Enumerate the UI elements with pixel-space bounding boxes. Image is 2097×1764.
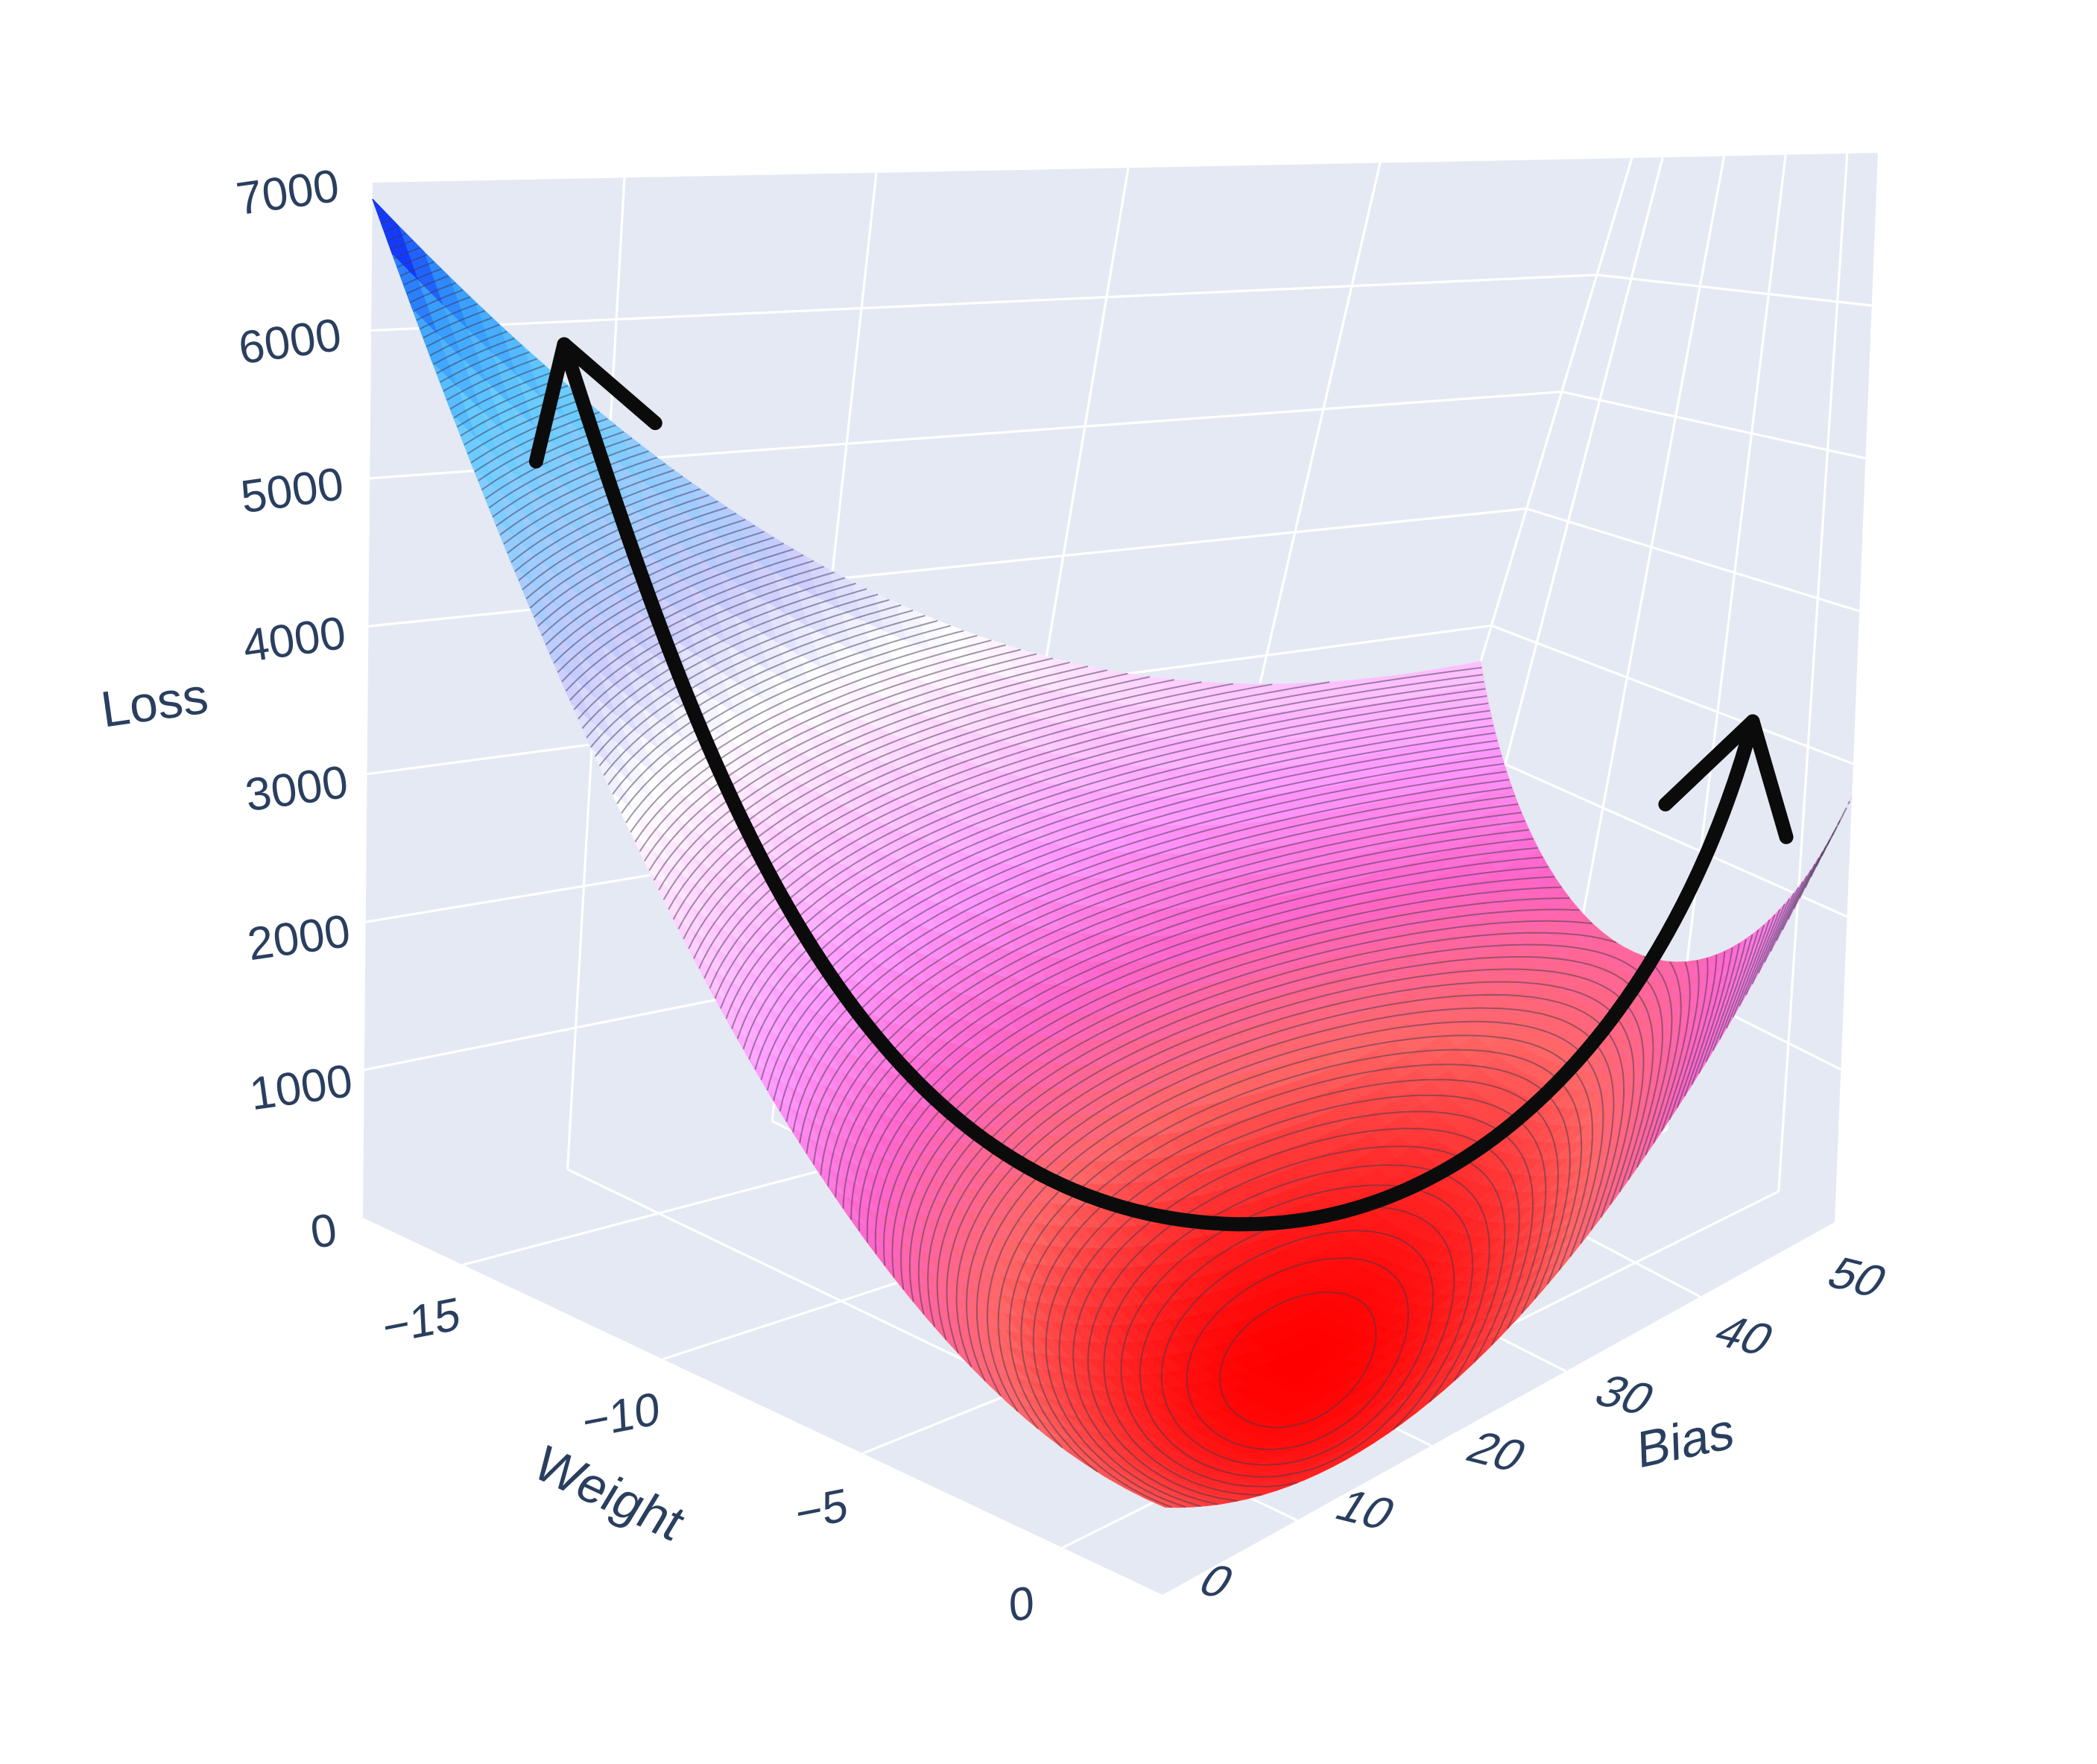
loss-tick-2000: 2000 bbox=[244, 905, 353, 971]
bias-tick-40: 40 bbox=[1705, 1306, 1783, 1365]
loss-tick-4000: 4000 bbox=[240, 607, 349, 673]
loss-axis-title: Loss bbox=[98, 667, 212, 738]
loss-tick-6000: 6000 bbox=[235, 309, 344, 375]
loss-tick-0: 0 bbox=[307, 1204, 340, 1259]
loss-tick-1000: 1000 bbox=[247, 1055, 355, 1121]
loss-tick-7000: 7000 bbox=[233, 160, 342, 226]
weight-tick--5: −5 bbox=[794, 1479, 849, 1541]
loss-tick-5000: 5000 bbox=[238, 458, 347, 524]
loss-tick-3000: 3000 bbox=[242, 756, 351, 822]
gradient-descent-arrow bbox=[528, 337, 1794, 1232]
weight-tick--15: −15 bbox=[382, 1288, 461, 1354]
weight-axis-title: Weight bbox=[524, 1436, 695, 1551]
bias-axis-title: Bias bbox=[1636, 1401, 1735, 1479]
weight-tick--10: −10 bbox=[581, 1382, 661, 1449]
weight-tick-0: 0 bbox=[1008, 1576, 1035, 1633]
bias-tick-50: 50 bbox=[1818, 1248, 1897, 1306]
bias-tick-20: 20 bbox=[1458, 1423, 1536, 1481]
bias-tick-30: 30 bbox=[1586, 1366, 1664, 1424]
